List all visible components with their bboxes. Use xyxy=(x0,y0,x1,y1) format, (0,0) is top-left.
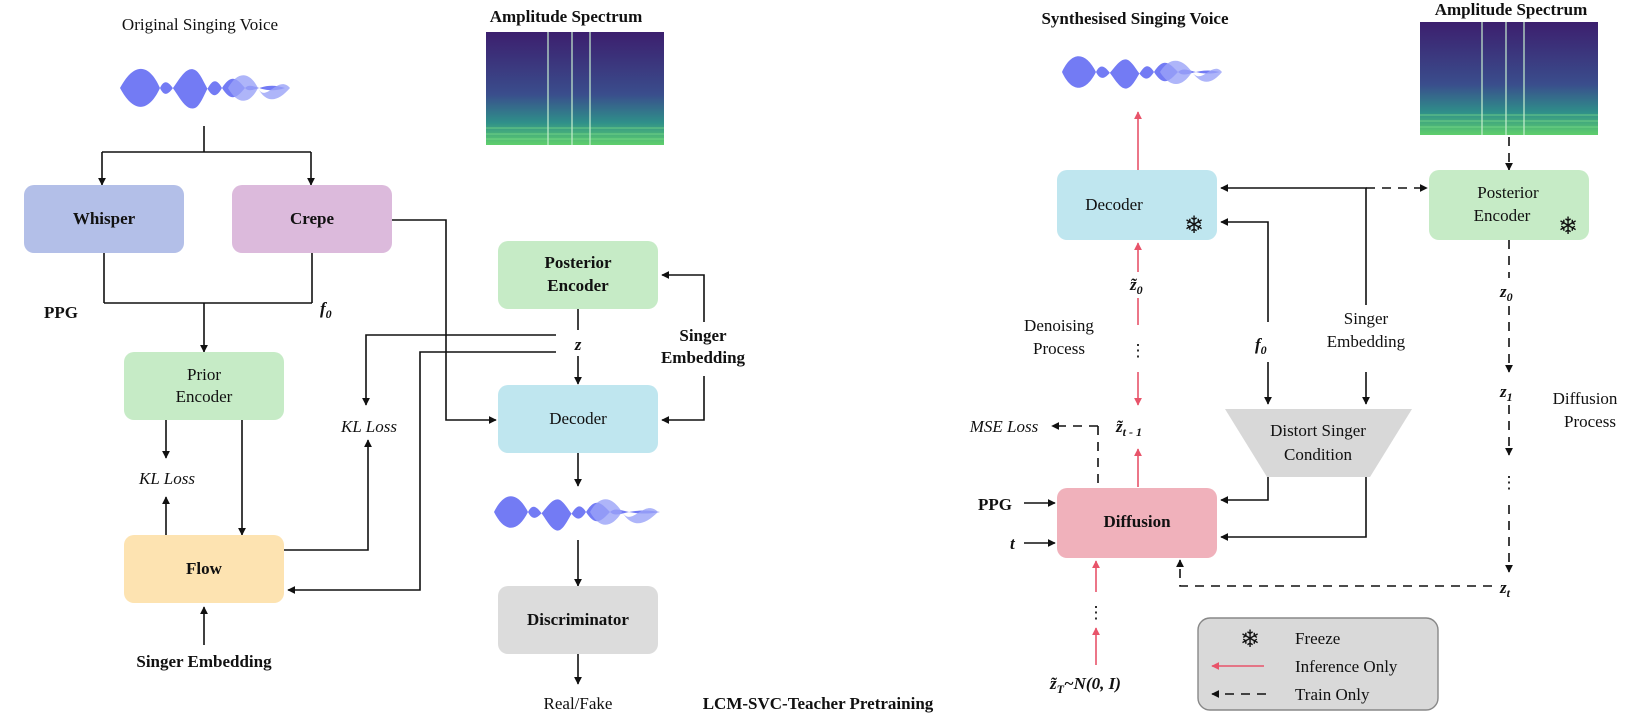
right-f0-label: f0 xyxy=(1255,335,1267,357)
prior-encoder-label-2: Encoder xyxy=(176,387,233,406)
crepe-box xyxy=(232,185,392,253)
whisper-label: Whisper xyxy=(73,209,136,228)
legend-box xyxy=(1197,617,1439,711)
legend-freeze-label: Freeze xyxy=(1295,629,1340,648)
left-spectrum-label: Amplitude Spectrum xyxy=(490,7,643,26)
original-voice-label: Original Singing Voice xyxy=(122,15,278,34)
right-amplitude-spectrum xyxy=(1420,22,1598,135)
legend-train-label: Train Only xyxy=(1295,685,1370,704)
left-posterior-label-2: Encoder xyxy=(547,276,609,295)
flow-label: Flow xyxy=(186,559,223,578)
kl-loss-right: KL Loss xyxy=(340,417,397,436)
left-decoder-label: Decoder xyxy=(549,409,607,428)
left-singer-label-2: Embedding xyxy=(661,348,746,367)
left-singer-label-1: Singer xyxy=(679,326,727,345)
right-singer-label-1: Singer xyxy=(1344,309,1389,328)
z0-tilde-label: z̃0 xyxy=(1129,275,1143,297)
z0-label: z0 xyxy=(1499,282,1513,304)
left-posterior-encoder-box xyxy=(498,241,658,309)
right-spectrum-label: Amplitude Spectrum xyxy=(1435,0,1588,19)
diffusion-box xyxy=(1057,488,1217,558)
right-posterior-encoder-box xyxy=(1429,170,1589,240)
right-posterior-label-1: Posterior xyxy=(1477,183,1539,202)
sampling-dots: ⋮ xyxy=(1088,603,1105,622)
kl-loss-left: KL Loss xyxy=(138,469,195,488)
forward-dots: ⋮ xyxy=(1501,473,1518,492)
right-decoder-label: Decoder xyxy=(1085,195,1143,214)
prior-encoder-box xyxy=(124,352,284,420)
zt1-label: z̃t - 1 xyxy=(1115,417,1142,439)
left-output-waveform xyxy=(494,496,660,531)
legend-freeze-icon: ❄ xyxy=(1240,627,1260,653)
t-label: t xyxy=(1010,534,1016,553)
distort-singer-condition-box xyxy=(1225,409,1412,477)
legend-inference-label: Inference Only xyxy=(1295,657,1398,676)
zt-label: zt xyxy=(1499,578,1511,600)
original-waveform xyxy=(120,68,290,109)
diffusion-process-label-1: Diffusion xyxy=(1553,389,1618,408)
left-posterior-label-1: Posterior xyxy=(544,253,611,272)
left-f0-label: f0 xyxy=(320,299,332,321)
right-singer-label-2: Embedding xyxy=(1327,332,1406,351)
synth-voice-label: Synthesised Singing Voice xyxy=(1041,9,1229,28)
decoder-freeze-icon: ❄ xyxy=(1184,213,1204,239)
diffusion-process-label-2: Process xyxy=(1564,412,1616,431)
mse-loss-label: MSE Loss xyxy=(969,417,1039,436)
discriminator-box xyxy=(498,586,658,654)
crepe-label: Crepe xyxy=(290,209,335,228)
whisper-box xyxy=(24,185,184,253)
diffusion-label: Diffusion xyxy=(1103,512,1171,531)
posterior-freeze-icon: ❄ xyxy=(1558,214,1578,240)
prior-encoder-label-1: Prior xyxy=(187,365,221,384)
right-ppg-label: PPG xyxy=(978,495,1012,514)
flow-box xyxy=(124,535,284,603)
left-ppg-label: PPG xyxy=(44,303,78,322)
distort-label-1: Distort Singer xyxy=(1270,421,1366,440)
synth-waveform xyxy=(1062,56,1222,89)
denoising-label-1: Denoising xyxy=(1024,316,1094,335)
distort-label-2: Condition xyxy=(1284,445,1353,464)
real-fake-label: Real/Fake xyxy=(544,694,613,713)
left-decoder-box xyxy=(498,385,658,453)
denoising-label-2: Process xyxy=(1033,339,1085,358)
right-decoder-box xyxy=(1057,170,1217,240)
left-z-label: z xyxy=(574,335,582,354)
left-caption: LCM-SVC-Teacher Pretraining xyxy=(703,694,934,713)
zT-noise-label: z̃T~N(0, I) xyxy=(1049,674,1121,696)
z1-label: z1 xyxy=(1499,382,1513,404)
left-amplitude-spectrum xyxy=(486,32,664,145)
discriminator-label: Discriminator xyxy=(527,610,629,629)
right-posterior-label-2: Encoder xyxy=(1474,206,1531,225)
left-singer-embedding-label: Singer Embedding xyxy=(136,652,272,671)
denoise-dots: ⋮ xyxy=(1130,341,1147,360)
